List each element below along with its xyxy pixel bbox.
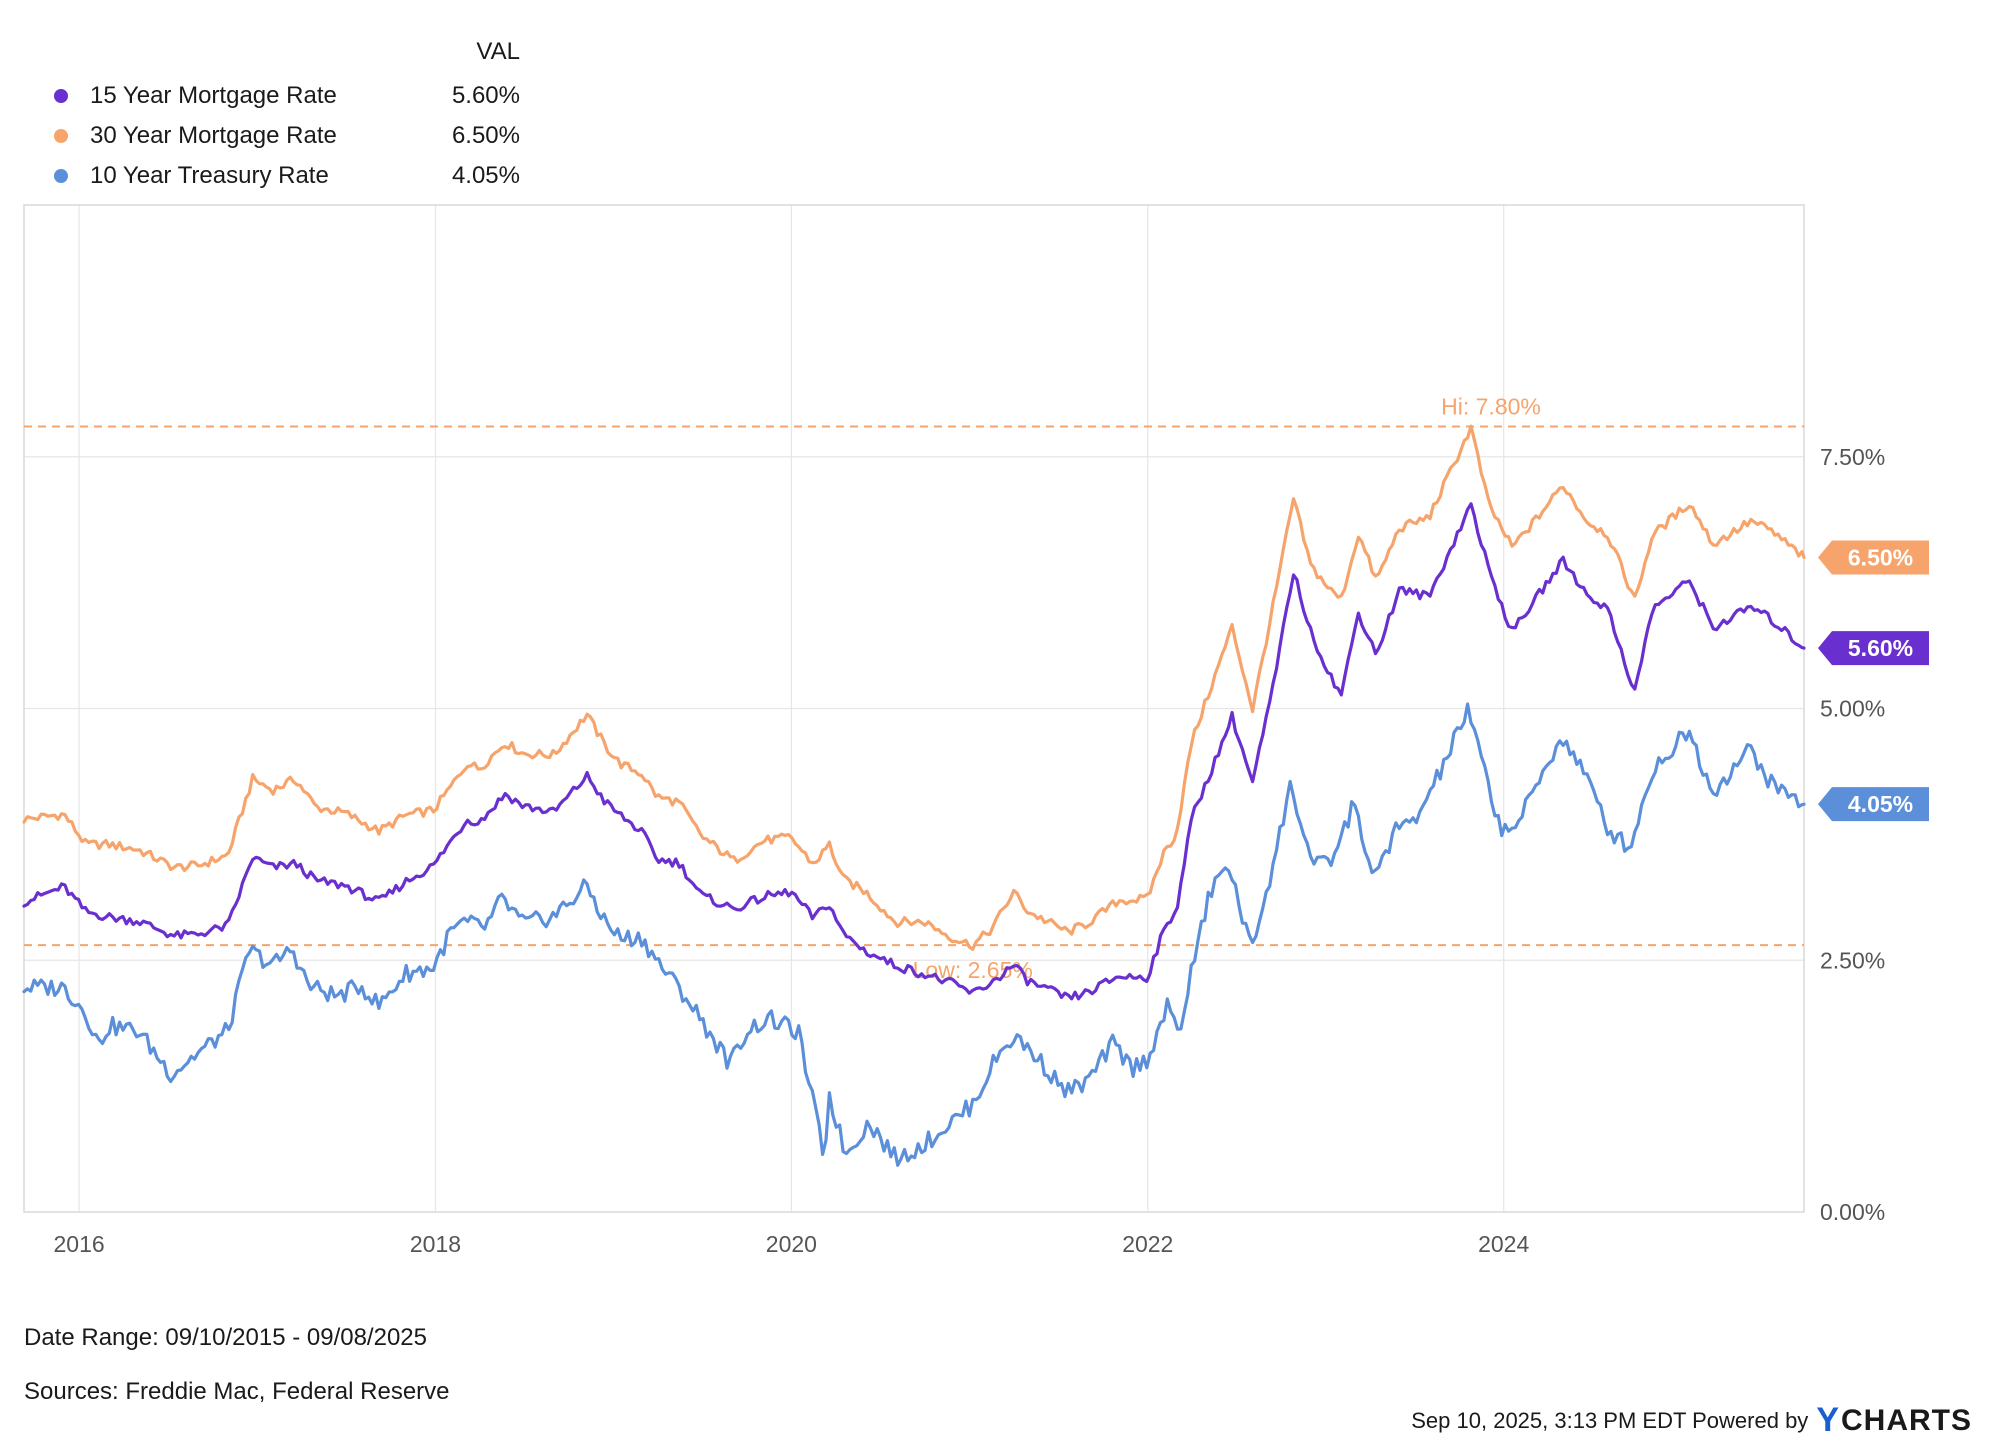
low-annotation-label: Low: 2.65% [913,957,1033,983]
legend-dot-icon [54,169,68,183]
legend-value: 6.50% [451,122,520,149]
y-tick-label: 2.50% [1820,947,1885,973]
legend-value: 5.60% [451,82,520,109]
gridlines [24,205,1804,1212]
series-line-30-year-mortgage-rate [22,424,1806,951]
reference-lines: Hi: 7.80% Low: 2.65% [24,394,1804,983]
legend-value-header: VAL [476,38,520,65]
series-layer [22,424,1806,1167]
legend-label: 10 Year Treasury Rate [90,162,329,189]
y-tick-label: 0.00% [1820,1199,1885,1225]
x-tick-label: 2016 [54,1231,105,1257]
end-tag-marker [1818,787,1929,822]
end-tag-label: 4.05% [1848,791,1913,817]
end-tag-label: 6.50% [1848,544,1913,570]
x-tick-label: 2024 [1478,1231,1529,1257]
hi-annotation-label: Hi: 7.80% [1441,394,1541,420]
date-range-text: Date Range: 09/10/2015 - 09/08/2025 [24,1324,427,1351]
end-tag-marker [1818,540,1929,575]
legend-label: 15 Year Mortgage Rate [90,82,337,109]
legend-label: 30 Year Mortgage Rate [90,122,337,149]
legend-item-30-year-mortgage[interactable]: 30 Year Mortgage Rate 6.50% [50,118,520,154]
end-tag-marker [1818,631,1929,666]
timestamp-powered-by: Sep 10, 2025, 3:13 PM EDT Powered by Y C… [1411,1401,1972,1440]
end-value-tags: 6.50% 5.60% 4.05% [1818,540,1929,822]
axis-labels: 0.00% 2.50% 5.00% 7.50% 2016 2018 2020 2022 2024 [54,444,1886,1257]
legend-dot-icon [54,89,68,103]
series-line-10-year-treasury-rate [22,702,1806,1167]
legend-item-15-year-mortgage[interactable]: 15 Year Mortgage Rate 5.60% [50,78,520,114]
sources-text: Sources: Freddie Mac, Federal Reserve [24,1378,450,1405]
series-line-15-year-mortgage-rate [22,502,1806,1001]
legend-dot-icon [54,129,68,143]
ycharts-logo-y: Y [1816,1401,1840,1439]
timestamp-text: Sep 10, 2025, 3:13 PM EDT Powered by [1411,1407,1809,1433]
end-tag-label: 5.60% [1848,635,1913,661]
y-tick-label: 5.00% [1820,696,1885,722]
x-tick-label: 2020 [766,1231,817,1257]
x-tick-label: 2022 [1122,1231,1173,1257]
y-tick-label: 7.50% [1820,444,1885,470]
ycharts-logo-text: CHARTS [1841,1403,1972,1437]
x-tick-label: 2018 [410,1231,461,1257]
legend-item-10-year-treasury[interactable]: 10 Year Treasury Rate 4.05% [50,158,520,194]
legend-value: 4.05% [451,162,520,189]
plot-area [23,204,1805,1213]
ycharts-logo[interactable]: Y CHARTS [1816,1401,1972,1440]
